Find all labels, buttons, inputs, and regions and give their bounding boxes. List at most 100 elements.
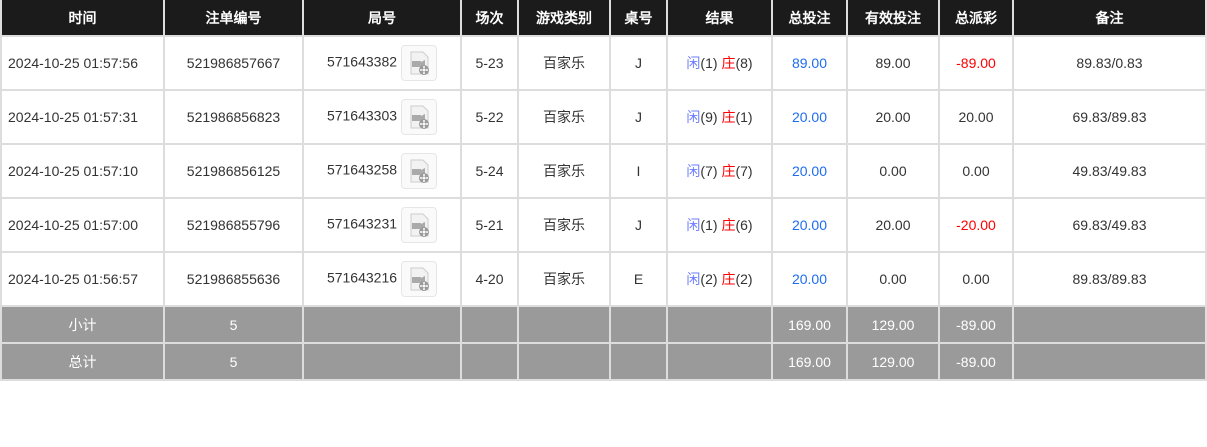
empty-cell [1012,305,1207,344]
payout-cell: 20.00 [938,89,1014,145]
total-row: 总计 5 169.00 129.00 -89.00 [0,342,1207,381]
column-header: 时间 [0,0,165,37]
empty-cell [517,342,611,381]
empty-cell [302,342,462,381]
banker-label: 庄 [721,55,736,71]
game-type-cell: 百家乐 [517,89,611,145]
table-row: 2024-10-25 01:57:00 521986855796 571643231… [0,197,1207,253]
column-header: 桌号 [609,0,668,37]
column-header: 备注 [1012,0,1207,37]
total-bet-cell: 20.00 [771,143,848,199]
video-replay-icon[interactable] [401,261,438,297]
banker-points: (2) [735,271,753,287]
banker-label: 庄 [721,271,736,287]
empty-cell [609,305,668,344]
total-payout: -89.00 [938,342,1014,381]
video-replay-icon[interactable] [401,99,438,135]
banker-points: (8) [735,55,753,71]
total-label: 总计 [0,342,165,381]
payout-cell: 0.00 [938,251,1014,307]
round-cell: 571643258 [302,143,462,199]
table-number-cell: J [609,35,668,91]
subtotal-payout: -89.00 [938,305,1014,344]
empty-cell [460,305,519,344]
table-row: 2024-10-25 01:57:31 521986856823 571643303… [0,89,1207,145]
total-bet-cell: 89.00 [771,35,848,91]
result-cell: 闲(7) 庄(7) [666,143,773,199]
player-label: 闲 [686,163,701,179]
empty-cell [517,305,611,344]
banker-label: 庄 [721,163,736,179]
session-cell: 5-23 [460,35,519,91]
result-cell: 闲(1) 庄(8) [666,35,773,91]
player-points: (2) [700,271,718,287]
empty-cell [1012,342,1207,381]
session-cell: 5-24 [460,143,519,199]
empty-cell [666,342,773,381]
time-cell: 2024-10-25 01:56:57 [0,251,165,307]
note-cell: 89.83/0.83 [1012,35,1207,91]
game-type-cell: 百家乐 [517,143,611,199]
total-count: 5 [163,342,304,381]
result-cell: 闲(2) 庄(2) [666,251,773,307]
table-header: 时间 注单编号 局号 场次 游戏类别 桌号 结果 总投注 有效投注 总派彩 备注 [0,0,1207,37]
player-points: (9) [700,109,718,125]
bet-id-cell: 521986855636 [163,251,304,307]
total-valid-bet: 129.00 [846,342,940,381]
time-cell: 2024-10-25 01:57:31 [0,89,165,145]
note-cell: 69.83/49.83 [1012,197,1207,253]
column-header: 总派彩 [938,0,1014,37]
round-number: 571643231 [326,215,398,232]
bet-records-table: 时间 注单编号 局号 场次 游戏类别 桌号 结果 总投注 有效投注 总派彩 备注 2024-10-2… [0,0,1207,381]
note-cell: 69.83/89.83 [1012,89,1207,145]
banker-points: (1) [735,109,753,125]
column-header: 注单编号 [163,0,304,37]
total-bet-cell: 20.00 [771,197,848,253]
session-cell: 4-20 [460,251,519,307]
banker-points: (6) [735,217,753,233]
time-cell: 2024-10-25 01:57:10 [0,143,165,199]
game-type-cell: 百家乐 [517,197,611,253]
column-header: 场次 [460,0,519,37]
bet-id-cell: 521986857667 [163,35,304,91]
note-cell: 49.83/49.83 [1012,143,1207,199]
valid-bet-cell: 0.00 [846,251,940,307]
player-label: 闲 [686,109,701,125]
total-total-bet: 169.00 [771,342,848,381]
game-type-cell: 百家乐 [517,35,611,91]
empty-cell [609,342,668,381]
valid-bet-cell: 20.00 [846,89,940,145]
table-row: 2024-10-25 01:57:56 521986857667 571643382… [0,35,1207,91]
banker-points: (7) [735,163,753,179]
session-cell: 5-22 [460,89,519,145]
session-cell: 5-21 [460,197,519,253]
subtotal-label: 小计 [0,305,165,344]
round-cell: 571643382 [302,35,462,91]
table-number-cell: J [609,197,668,253]
player-label: 闲 [686,271,701,287]
table-row: 2024-10-25 01:57:10 521986856125 571643258… [0,143,1207,199]
round-number: 571643382 [326,53,398,70]
player-points: (1) [700,217,718,233]
bet-id-cell: 521986856125 [163,143,304,199]
column-header: 结果 [666,0,773,37]
video-replay-icon[interactable] [401,45,438,81]
time-cell: 2024-10-25 01:57:56 [0,35,165,91]
player-label: 闲 [686,217,701,233]
bet-id-cell: 521986856823 [163,89,304,145]
column-header: 局号 [302,0,462,37]
game-type-cell: 百家乐 [517,251,611,307]
total-bet-cell: 20.00 [771,251,848,307]
round-number: 571643216 [326,269,398,286]
table-row: 2024-10-25 01:56:57 521986855636 571643216… [0,251,1207,307]
table-number-cell: J [609,89,668,145]
player-points: (7) [700,163,718,179]
video-replay-icon[interactable] [401,207,438,243]
valid-bet-cell: 20.00 [846,197,940,253]
round-number: 571643258 [326,161,398,178]
round-cell: 571643216 [302,251,462,307]
video-replay-icon[interactable] [401,153,438,189]
banker-label: 庄 [721,109,736,125]
note-cell: 89.83/89.83 [1012,251,1207,307]
subtotal-row: 小计 5 169.00 129.00 -89.00 [0,305,1207,344]
